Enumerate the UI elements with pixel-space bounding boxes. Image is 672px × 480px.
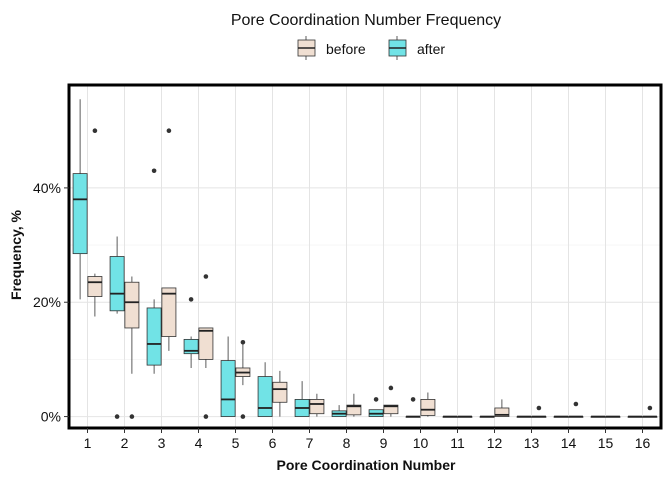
box-after-1: [72, 99, 88, 300]
y-axis: 0% 20% 40%: [33, 180, 69, 425]
x-tick-label: 10: [413, 435, 429, 451]
outlier-point: [647, 405, 653, 411]
outlier-point: [573, 401, 579, 407]
box-after-2: [109, 236, 125, 419]
box-iqr: [420, 399, 436, 416]
y-tick-label: 0%: [41, 409, 61, 425]
outlier-point: [373, 397, 379, 402]
outlier-point: [410, 397, 416, 402]
box-after-6: [257, 362, 273, 417]
box-after-9: [368, 397, 384, 417]
x-tick-label: 6: [269, 435, 277, 451]
legend-item-after: after: [388, 36, 445, 60]
box-before-14: [568, 401, 584, 418]
box-iqr: [220, 360, 236, 417]
x-tick-label: 1: [84, 435, 92, 451]
x-tick-label: 13: [524, 435, 540, 451]
box-iqr: [383, 404, 399, 415]
box-before-5: [235, 339, 251, 419]
box-before-13: [531, 405, 547, 418]
chart-title: Pore Coordination Number Frequency: [231, 12, 501, 29]
outlier-point: [129, 414, 135, 419]
boxes-layer: [72, 99, 658, 419]
box-before-2: [124, 276, 140, 419]
outlier-point: [151, 168, 157, 174]
plot-panel-border: [67, 83, 663, 430]
box-iqr: [257, 376, 273, 417]
box-after-13: [516, 415, 532, 418]
x-tick-label: 15: [598, 435, 614, 451]
box-after-3: [146, 168, 162, 374]
box-iqr: [72, 173, 88, 255]
legend-item-before: before: [297, 36, 366, 60]
outlier-point: [240, 339, 246, 345]
outlier-point: [188, 297, 194, 302]
x-tick-label: 3: [158, 435, 166, 451]
box-iqr: [346, 404, 362, 416]
outlier-point: [92, 128, 98, 134]
box-after-7: [294, 381, 310, 417]
box-before-7: [309, 393, 325, 417]
x-tick-label: 7: [306, 435, 314, 451]
outlier-point: [388, 385, 394, 391]
y-tick-label: 20%: [33, 294, 61, 310]
box-after-11: [442, 415, 458, 418]
box-iqr: [161, 287, 177, 337]
outlier-point: [203, 414, 209, 419]
box-before-10: [420, 392, 436, 417]
box-before-12: [494, 399, 510, 417]
box-before-9: [383, 385, 399, 417]
outlier-point: [203, 274, 209, 279]
box-after-5: [220, 336, 236, 417]
x-tick-label: 12: [487, 435, 503, 451]
x-tick-label: 4: [195, 435, 203, 451]
x-tick-label: 16: [635, 435, 651, 451]
box-iqr: [272, 381, 288, 403]
box-iqr: [198, 327, 214, 360]
box-iqr: [146, 307, 162, 366]
outlier-point: [114, 414, 120, 419]
x-tick-label: 2: [121, 435, 129, 451]
box-after-10: [405, 397, 421, 418]
legend: before after: [297, 36, 445, 60]
outlier-point: [536, 405, 542, 411]
box-iqr: [494, 407, 510, 417]
box-iqr: [87, 276, 103, 297]
legend-label: before: [326, 41, 366, 57]
x-tick-label: 5: [232, 435, 240, 451]
x-tick-label: 11: [450, 435, 465, 451]
x-tick-label: 14: [561, 435, 577, 451]
box-before-16: [642, 405, 658, 418]
box-before-11: [457, 415, 473, 418]
box-before-15: [605, 415, 621, 418]
box-after-15: [590, 415, 606, 418]
x-axis: 1 2 3 4 5 6 7 8 9 10 11 12 13 14 15 16: [84, 428, 651, 451]
box-before-1: [87, 128, 103, 317]
box-after-14: [553, 415, 569, 418]
outlier-point: [240, 414, 246, 419]
legend-label: after: [417, 41, 445, 57]
box-after-16: [627, 415, 643, 418]
y-axis-title: Frequency, %: [8, 209, 24, 300]
gridlines: [69, 85, 661, 428]
box-iqr: [309, 399, 325, 415]
box-iqr: [124, 281, 140, 329]
x-tick-label: 8: [343, 435, 351, 451]
outlier-point: [166, 128, 172, 134]
x-axis-title: Pore Coordination Number: [277, 457, 456, 473]
box-before-3: [161, 128, 177, 351]
x-tick-label: 9: [380, 435, 388, 451]
box-before-8: [346, 393, 362, 417]
box-before-6: [272, 370, 288, 417]
box-after-12: [479, 415, 495, 418]
box-after-4: [183, 297, 199, 368]
y-tick-label: 40%: [33, 180, 61, 196]
box-iqr: [109, 256, 125, 312]
box-before-4: [198, 274, 214, 419]
box-after-8: [331, 405, 347, 417]
